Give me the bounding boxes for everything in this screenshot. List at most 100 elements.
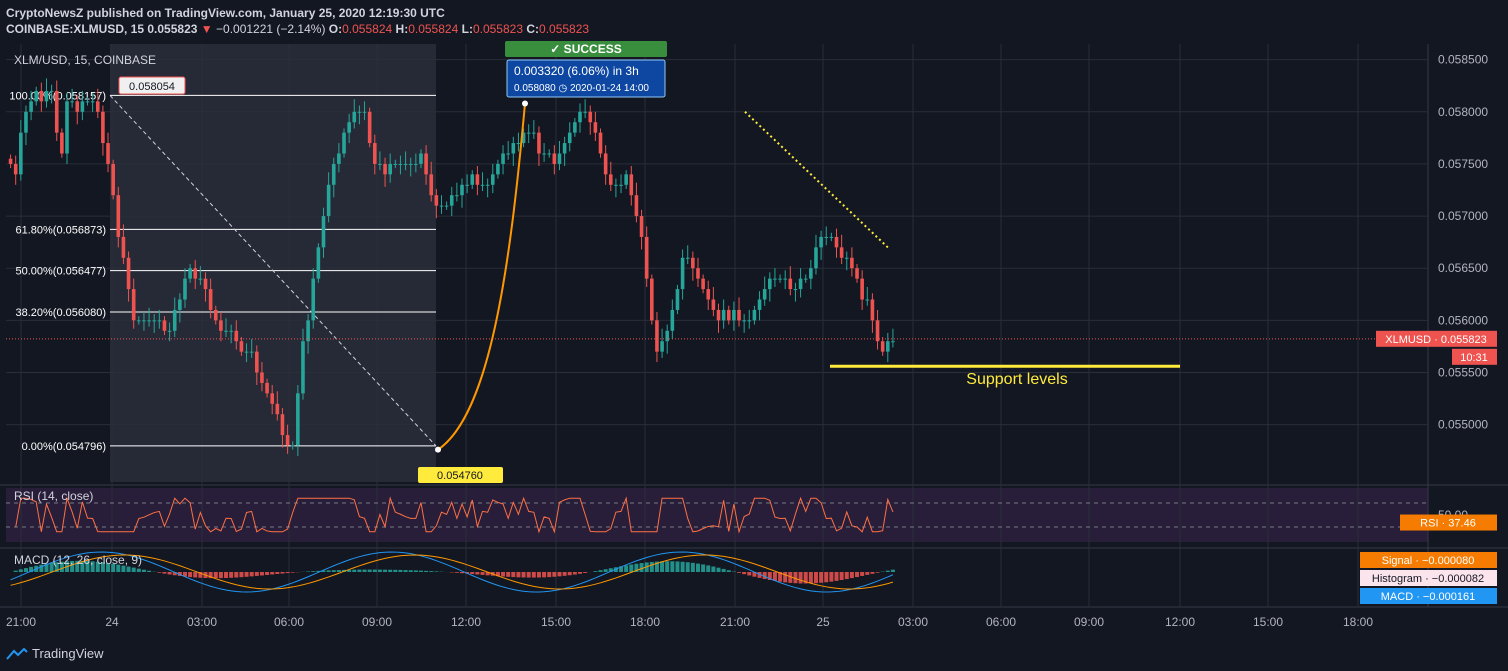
macd-histogram-bar	[18, 569, 23, 572]
publisher-line: CryptoNewsZ published on TradingView.com…	[6, 6, 445, 20]
fib-trend-line	[109, 95, 437, 447]
candle-body	[80, 101, 85, 112]
candle-body	[85, 101, 90, 103]
macd-panel: MACD (12, 26, close, 9) Signal · −0.00008…	[10, 551, 1497, 604]
macd-histogram-bar	[157, 572, 162, 573]
price-tick-label: 0.058000	[1438, 105, 1488, 119]
macd-histogram-bar	[516, 572, 521, 578]
macd-histogram-bar	[634, 563, 639, 572]
candle-body	[814, 247, 818, 269]
candle-body	[337, 153, 341, 164]
macd-histogram-bar	[701, 564, 706, 572]
macd-histogram-bar	[306, 571, 311, 572]
candle-body	[326, 184, 331, 217]
macd-histogram-bar	[819, 572, 824, 583]
candle-body	[644, 236, 649, 279]
macd-histogram-bar	[521, 572, 526, 578]
candle-body	[357, 111, 362, 113]
candle-body	[224, 330, 228, 332]
macd-histogram-bar	[424, 570, 429, 572]
candle-body	[696, 268, 700, 279]
brand-label: TradingView	[32, 646, 104, 661]
candle-body	[798, 278, 803, 290]
macd-histogram-bar	[567, 572, 572, 576]
candle-body	[880, 341, 885, 352]
time-tick-label: 09:00	[1074, 615, 1104, 629]
macd-histogram-bar	[788, 572, 793, 583]
macd-histogram-bar	[413, 570, 418, 572]
candle-body	[342, 132, 346, 154]
macd-histogram-bar	[147, 570, 152, 572]
rsi-band-fill	[6, 488, 1428, 542]
candle-body	[296, 393, 300, 446]
macd-histogram-bar	[547, 572, 552, 578]
macd-histogram-bar	[865, 572, 870, 575]
low-note-box	[418, 467, 503, 483]
macd-histogram-bar	[383, 569, 388, 572]
macd-histogram-bar	[839, 572, 844, 581]
high-value: 0.055824	[408, 22, 459, 36]
candle-body	[285, 435, 290, 446]
candle-body	[183, 278, 187, 300]
candle-body	[603, 153, 608, 175]
macd-histogram-bar	[454, 572, 459, 573]
success-text: ✓ SUCCESS	[550, 42, 621, 56]
candle-body	[19, 132, 23, 175]
macd-histogram-bar	[675, 561, 680, 572]
candle-body	[157, 320, 162, 322]
macd-histogram-bar	[285, 572, 290, 574]
candle-body	[383, 163, 387, 175]
macd-histogram-bar	[188, 572, 193, 578]
candle-body	[706, 289, 711, 300]
macd-histogram-bar	[475, 572, 480, 575]
macd-histogram-bar	[849, 572, 854, 579]
candle-body	[275, 403, 280, 415]
macd-histogram-bar	[106, 563, 111, 572]
macd-histogram-bar	[562, 572, 567, 576]
candle-body	[167, 330, 172, 332]
time-tick-label: 03:00	[187, 615, 217, 629]
macd-histogram-bar	[326, 570, 331, 572]
candle-body	[239, 341, 244, 352]
macd-histogram-bar	[480, 572, 485, 575]
down-arrow-icon: ▼	[200, 22, 213, 36]
candle-body	[188, 268, 192, 279]
candle-body	[598, 132, 603, 154]
macd-histogram-bar	[506, 572, 511, 577]
shaded-measure-zone	[110, 44, 436, 482]
symbol-label: COINBASE:XLMUSD, 15	[6, 22, 145, 36]
macd-histogram-bar	[398, 569, 403, 572]
macd-histogram-bar	[860, 572, 865, 576]
candle-body	[891, 341, 895, 343]
macd-histogram-bar	[511, 572, 516, 578]
candle-body	[347, 122, 351, 133]
candle-body	[573, 122, 577, 133]
rsi-value-text: RSI · 37.46	[1420, 518, 1476, 530]
candle-body	[716, 309, 721, 321]
candle-body	[691, 257, 695, 269]
candle-body	[331, 163, 336, 185]
candle-body	[614, 184, 618, 186]
candle-body	[552, 153, 557, 164]
candle-body	[460, 184, 464, 196]
macd-histogram-bar	[229, 572, 234, 578]
candle-body	[819, 236, 823, 248]
rsi-title: RSI (14, close)	[14, 489, 93, 503]
candle-body	[619, 184, 623, 186]
candle-body	[732, 309, 736, 321]
macd-histogram-bar	[49, 562, 54, 572]
candle-body	[106, 143, 110, 164]
candle-body	[449, 195, 454, 206]
candle-body	[665, 330, 670, 342]
macd-histogram-bar	[603, 569, 608, 572]
macd-histogram-bar	[885, 570, 890, 572]
candle-body	[60, 132, 64, 154]
tradingview-footer[interactable]: TradingView	[6, 646, 104, 661]
candle-body	[429, 174, 434, 196]
macd-histogram-bar	[552, 572, 557, 577]
candle-body	[629, 174, 634, 196]
macd-histogram-bar	[121, 565, 126, 572]
candle-body	[747, 320, 752, 322]
